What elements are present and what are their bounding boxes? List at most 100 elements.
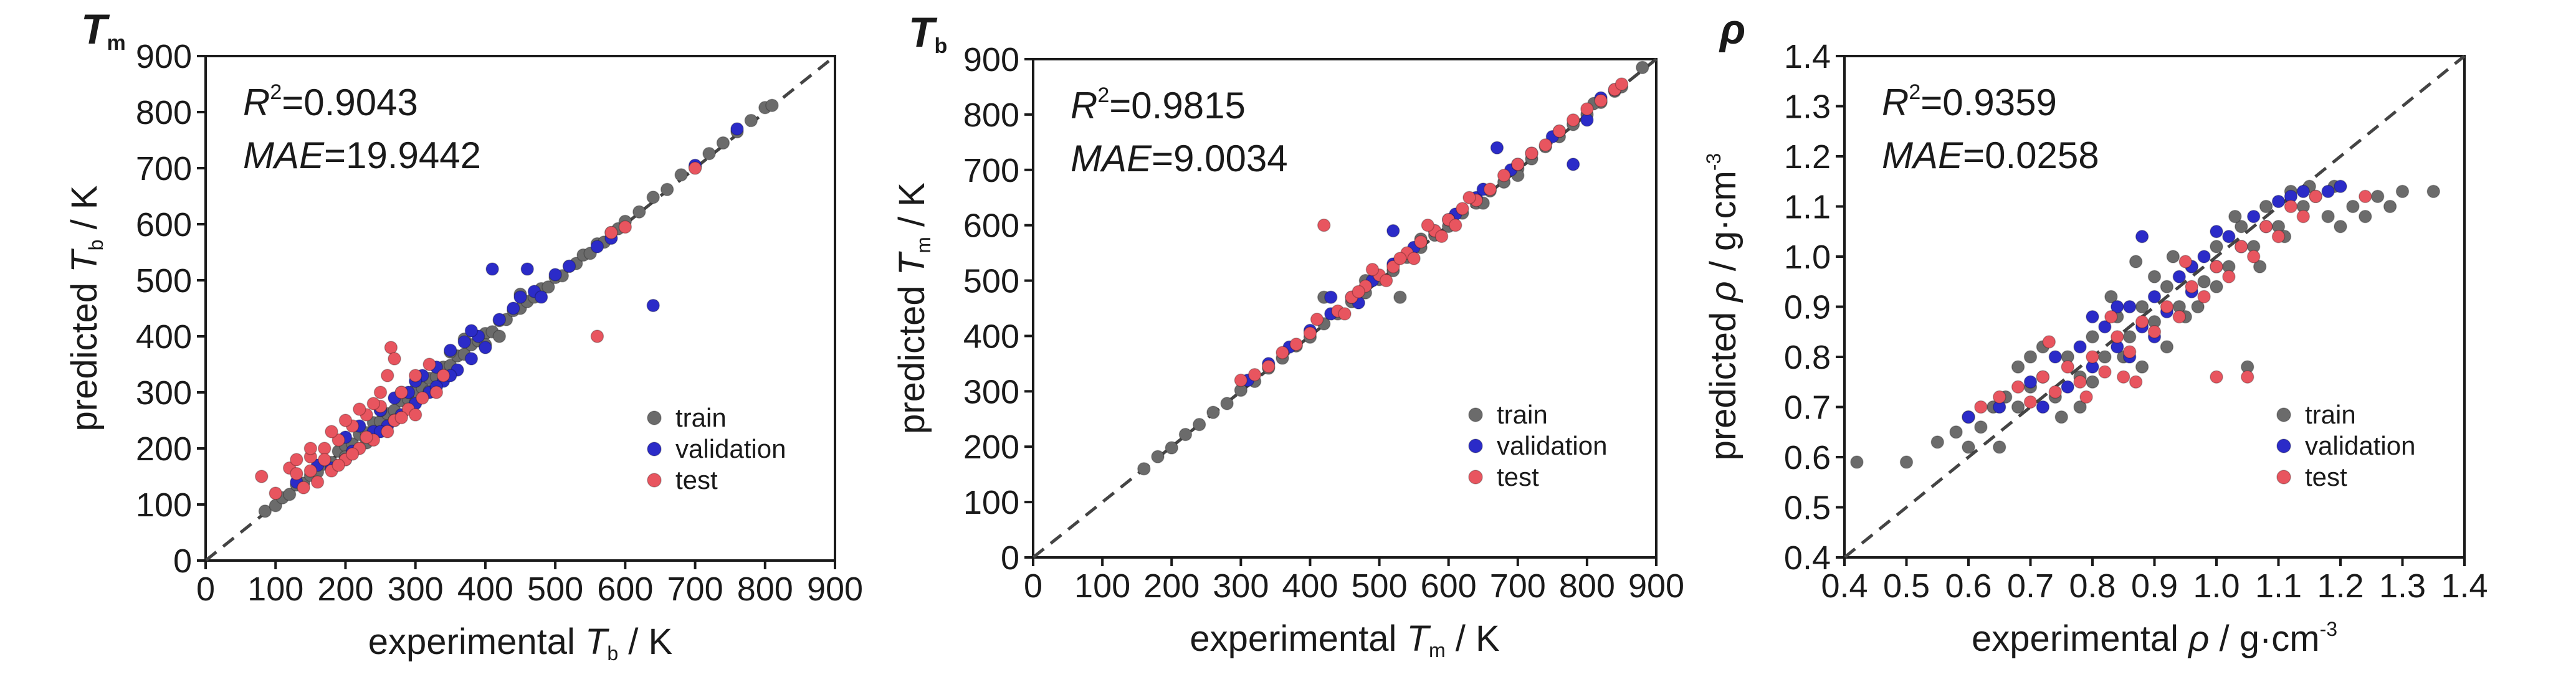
- y-axis-label: predicted Tm / K: [892, 182, 935, 434]
- y-tick-label: 200: [963, 428, 1019, 466]
- x-axis-label-symbol: T: [585, 622, 609, 662]
- y-tick-label: 900: [136, 38, 192, 75]
- y-tick-label: 0.7: [1784, 389, 1831, 427]
- validation-point: [562, 259, 576, 273]
- r2-stat: R2=0.9359: [1882, 80, 2057, 123]
- validation-point: [646, 298, 660, 313]
- panel-label-main: T: [909, 9, 938, 56]
- x-axis-label: experimental ρ / g·cm-3: [1972, 618, 2337, 659]
- legend-marker-train: [1468, 407, 1483, 422]
- validation-point: [2111, 300, 2124, 314]
- legend-marker-validation: [2276, 438, 2291, 453]
- test-point: [2104, 310, 2118, 324]
- train-point: [2370, 189, 2385, 204]
- test-point: [269, 486, 282, 500]
- validation-point: [2321, 184, 2335, 199]
- validation-point: [2172, 270, 2187, 283]
- test-point: [1317, 218, 1331, 232]
- x-axis-label: experimental Tb / K: [368, 622, 673, 665]
- y-axis-label-suffix: / K: [64, 185, 105, 239]
- test-point: [688, 161, 702, 175]
- y-axis-label-prefix: predicted: [1703, 302, 1744, 461]
- validation-point: [2135, 230, 2149, 244]
- y-tick-label: 0.4: [1784, 539, 1831, 577]
- r2-symbol: R: [1882, 82, 1909, 123]
- train-point: [702, 146, 716, 161]
- validation-point: [548, 268, 562, 282]
- y-tick-label: 200: [136, 430, 192, 468]
- train-point: [1930, 435, 1944, 449]
- train-point: [1165, 441, 1178, 455]
- y-tick-label: 300: [963, 373, 1019, 410]
- y-axis-label-sub: m: [912, 237, 935, 253]
- y-tick-label: 900: [963, 41, 1019, 78]
- train-point: [674, 168, 688, 182]
- train-point: [2098, 350, 2112, 364]
- x-tick-label: 1.2: [2317, 567, 2364, 605]
- legend-label-train: train: [1497, 400, 1548, 429]
- test-point: [1262, 359, 1276, 374]
- x-axis-label-suffix: / g·cm: [2209, 618, 2319, 659]
- train-point: [541, 280, 555, 294]
- y-tick-label: 700: [136, 150, 192, 187]
- y-axis-label-symbol: T: [64, 249, 105, 273]
- y-tick-label: 700: [963, 152, 1019, 189]
- legend-marker-test: [2276, 470, 2291, 485]
- validation-point: [590, 240, 604, 253]
- test-point: [2172, 310, 2187, 324]
- mae-value: =0.0258: [1963, 135, 2099, 176]
- y-tick-label: 500: [963, 263, 1019, 300]
- y-tick-label: 800: [136, 94, 192, 131]
- x-tick-label: 900: [807, 570, 863, 608]
- train-point: [1192, 417, 1206, 432]
- test-point: [303, 464, 318, 478]
- x-tick-label: 400: [457, 570, 513, 608]
- legend-label-test: test: [675, 465, 718, 495]
- test-point: [381, 425, 394, 438]
- test-point: [1379, 273, 1393, 288]
- test-point: [353, 402, 366, 416]
- validation-point: [2296, 184, 2311, 199]
- x-tick-label: 500: [527, 570, 583, 608]
- validation-point: [1962, 410, 1975, 424]
- test-point: [332, 458, 345, 472]
- validation-point: [2147, 290, 2162, 304]
- validation-point: [2023, 375, 2038, 389]
- test-point: [2122, 345, 2137, 359]
- validation-point: [2122, 300, 2137, 314]
- train-point: [258, 504, 272, 518]
- test-point: [1456, 202, 1469, 215]
- test-point: [303, 442, 318, 455]
- train-point: [2166, 250, 2180, 263]
- train-point: [1178, 427, 1193, 442]
- train-point: [660, 182, 674, 196]
- legend-marker-test: [647, 473, 662, 488]
- y-tick-label: 600: [963, 207, 1019, 245]
- train-point: [2197, 275, 2211, 288]
- legend-marker-train: [2276, 407, 2291, 422]
- test-point: [2210, 260, 2223, 273]
- train-point: [1151, 450, 1165, 463]
- validation-point: [479, 341, 492, 354]
- train-point: [2395, 184, 2410, 199]
- test-point: [2359, 189, 2372, 204]
- panel-label: Tm: [81, 6, 126, 55]
- x-axis-label-prefix: experimental: [1972, 618, 2188, 659]
- test-point: [1303, 326, 1317, 340]
- x-tick-label: 300: [388, 570, 444, 608]
- validation-point: [2246, 209, 2261, 224]
- test-point: [618, 220, 632, 234]
- train-point: [2122, 330, 2137, 344]
- validation-point: [534, 290, 548, 304]
- validation-point: [2334, 179, 2347, 194]
- mae-value: =9.0034: [1152, 138, 1288, 179]
- mae-symbol: MAE: [243, 135, 325, 176]
- panel-label-sub: m: [107, 31, 126, 55]
- test-point: [381, 369, 394, 382]
- train-point: [2086, 375, 2099, 389]
- test-point: [1525, 146, 1538, 160]
- test-point: [297, 481, 310, 495]
- legend-label-validation: validation: [1497, 431, 1607, 460]
- test-point: [436, 369, 451, 382]
